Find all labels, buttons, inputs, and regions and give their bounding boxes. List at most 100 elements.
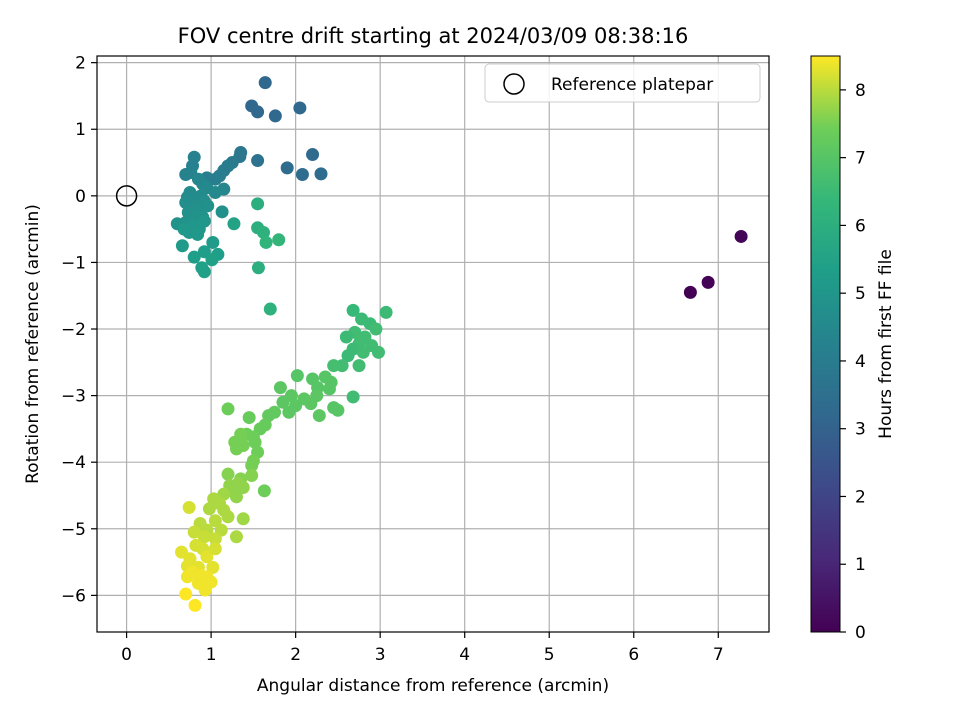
data-points <box>170 76 748 612</box>
scatter-point <box>258 76 272 90</box>
scatter-point <box>263 302 277 316</box>
scatter-point <box>229 490 243 504</box>
scatter-point <box>369 322 383 336</box>
scatter-point <box>201 199 215 213</box>
scatter-point <box>259 235 273 249</box>
scatter-point <box>208 542 222 556</box>
colorbar: 0 1 2 3 4 5 6 7 8 Hours from first FF file <box>810 55 896 643</box>
scatter-point <box>227 217 241 231</box>
y-tick-label: −6 <box>61 586 86 606</box>
scatter-point <box>272 233 286 247</box>
scatter-point <box>177 222 191 236</box>
scatter-point <box>180 570 194 584</box>
scatter-point <box>208 514 222 528</box>
scatter-point <box>257 225 271 239</box>
x-tick-label: 4 <box>459 645 470 665</box>
scatter-point <box>221 402 235 416</box>
scatter-point <box>245 469 259 483</box>
colorbar-ticks: 0 1 2 3 4 5 6 7 8 <box>840 81 866 643</box>
scatter-point <box>327 359 341 373</box>
scatter-point <box>341 349 355 363</box>
scatter-point <box>191 227 205 241</box>
scatter-point <box>236 512 250 526</box>
x-tick-label: 3 <box>375 645 386 665</box>
scatter-point <box>322 382 336 396</box>
y-tick-label: 1 <box>75 120 86 140</box>
scatter-point <box>187 250 201 264</box>
scatter-point <box>188 598 202 612</box>
scatter-point <box>221 510 235 524</box>
x-tick-label: 0 <box>121 645 132 665</box>
scatter-point <box>198 583 212 597</box>
scatter-point <box>206 235 220 249</box>
colorbar-tick-label: 5 <box>855 284 866 304</box>
scatter-point <box>314 167 328 181</box>
legend-marker-icon <box>503 73 525 95</box>
scatter-point <box>346 303 360 317</box>
scatter-point <box>202 502 216 516</box>
x-axis-ticks: 0 1 2 3 4 5 6 7 <box>121 632 724 665</box>
colorbar-tick-label: 8 <box>855 81 866 101</box>
scatter-point <box>295 168 309 182</box>
y-tick-label: 2 <box>75 54 86 74</box>
y-tick-label: −5 <box>61 520 86 540</box>
scatter-point <box>215 205 229 219</box>
scatter-point <box>205 253 219 267</box>
scatter-point <box>206 560 220 574</box>
scatter-point <box>379 305 393 319</box>
legend: Reference platepar <box>484 63 761 103</box>
colorbar-tick-label: 2 <box>855 487 866 507</box>
scatter-point <box>179 587 193 601</box>
colorbar-tick-label: 7 <box>855 149 866 169</box>
colorbar-label: Hours from first FF file <box>876 249 896 439</box>
scatter-point <box>197 214 211 228</box>
y-tick-label: −3 <box>61 387 86 407</box>
colorbar-gradient <box>810 55 841 633</box>
scatter-point <box>175 239 189 253</box>
y-axis-ticks: 2 1 0 −1 −2 −3 −4 −5 −6 <box>61 54 97 606</box>
scatter-point <box>346 390 360 404</box>
x-tick-label: 7 <box>713 645 724 665</box>
scatter-point <box>304 397 318 411</box>
scatter-point <box>306 148 320 162</box>
y-axis-label: Rotation from reference (arcmin) <box>23 204 43 484</box>
x-tick-label: 6 <box>628 645 639 665</box>
scatter-point <box>197 265 211 279</box>
scatter-point <box>248 435 262 449</box>
y-tick-label: 0 <box>75 187 86 207</box>
scatter-point <box>268 109 282 123</box>
scatter-point <box>200 550 214 564</box>
legend-entry-label: Reference platepar <box>551 75 713 95</box>
scatter-point <box>356 345 370 359</box>
scatter-point <box>290 369 304 383</box>
scatter-point <box>179 168 193 182</box>
scatter-point <box>280 161 294 175</box>
reference-platepar-marker <box>115 185 138 207</box>
scatter-point <box>339 330 353 344</box>
scatter-point <box>273 381 287 395</box>
scatter-point <box>282 405 296 419</box>
reference-marker-layer <box>115 185 138 207</box>
x-tick-label: 2 <box>290 645 301 665</box>
scatter-point <box>251 261 265 275</box>
scatter-point <box>197 530 211 544</box>
scatter-point <box>257 484 271 498</box>
x-axis-label: Angular distance from reference (arcmin) <box>257 676 609 696</box>
scatter-point <box>245 459 259 473</box>
scatter-point <box>251 105 265 119</box>
scatter-point <box>187 525 201 539</box>
y-tick-label: −2 <box>61 320 86 340</box>
colorbar-tick-label: 0 <box>855 623 866 643</box>
chart-title: FOV centre drift starting at 2024/03/09 … <box>178 24 689 48</box>
scatter-point <box>208 532 222 546</box>
colorbar-tick-label: 1 <box>855 555 866 575</box>
scatter-point <box>251 197 265 211</box>
y-tick-label: −1 <box>61 253 86 273</box>
scatter-point <box>371 345 385 359</box>
y-tick-label: −4 <box>61 453 86 473</box>
scatter-point <box>312 409 326 423</box>
scatter-point <box>221 467 235 481</box>
colorbar-tick-label: 3 <box>855 420 866 440</box>
x-tick-label: 5 <box>544 645 555 665</box>
